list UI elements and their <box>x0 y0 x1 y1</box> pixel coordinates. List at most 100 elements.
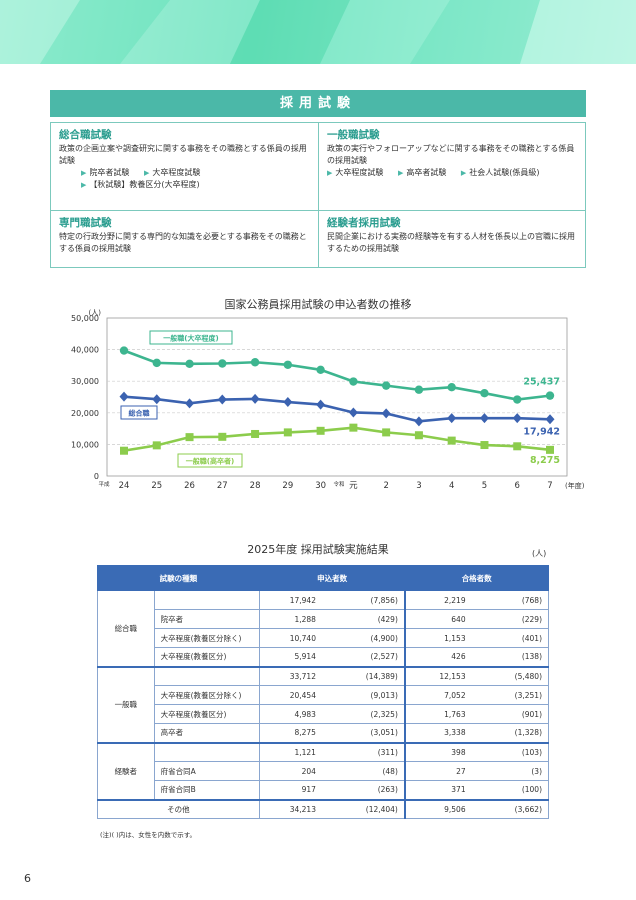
data-point <box>545 391 555 400</box>
series-line <box>123 349 551 401</box>
passers-cell: 9,506 <box>404 799 472 819</box>
end-value-label: 25,437 <box>523 377 560 388</box>
x-tick-label: 6 <box>515 481 520 491</box>
category-cell: 経験者 <box>97 742 155 801</box>
exam-specialist: 専門職試験 特定の行政分野に関する専門的な知識を必要とする事務をその職務とする係… <box>51 211 319 267</box>
series-name-label: 一般職(高卒者) <box>186 457 234 466</box>
y-tick-label: 40,000 <box>71 346 99 355</box>
triangle-icon: ▶ <box>81 169 87 177</box>
exam-sub-item: 高卒者試験 <box>406 168 447 177</box>
applicants-cell: 204 <box>258 761 322 781</box>
page-number: 6 <box>24 872 31 885</box>
passers-women-cell: (768) <box>471 590 549 610</box>
exam-desc: 特定の行政分野に関する専門的な知識を必要とする事務をその職務とする係員の採用試験 <box>59 232 307 253</box>
table-title: 2025年度 採用試験実施結果 <box>247 543 389 556</box>
table-row: 院卒者 1,288 (429) 640 (229) <box>98 609 549 629</box>
x-tick-label: 5 <box>482 481 487 491</box>
passers-cell: 1,153 <box>404 628 472 648</box>
category-cell: 総合職 <box>97 590 155 668</box>
series-name-box <box>177 453 243 468</box>
exam-subs: ▶ 大卒程度試験 ▶ 高卒者試験 ▶ 社会人試験(係員級) <box>327 167 577 179</box>
data-point <box>119 346 129 355</box>
data-point <box>250 358 260 367</box>
data-point <box>120 446 128 455</box>
passers-women-cell: (100) <box>471 780 549 801</box>
passers-cell: 640 <box>404 609 472 629</box>
applicants-cell: 17,942 <box>258 590 322 610</box>
applicants-cell: 1,121 <box>258 742 322 762</box>
x-tick-label: 28 <box>250 481 261 491</box>
data-point <box>152 441 161 450</box>
exam-desc: 民間企業における実務の経験等を有する人材を係長以上の官職に採用するための採用試験 <box>327 232 575 253</box>
x-tick-label: 24 <box>119 481 130 491</box>
series-name-label: 総合職 <box>129 409 150 418</box>
subcategory-cell: 府省合同B <box>153 780 260 801</box>
data-point <box>251 429 260 438</box>
data-point <box>316 399 326 410</box>
x-tick-label: 2 <box>383 481 388 491</box>
subcategory-cell: 大卒程度(教養区分除く) <box>153 628 260 648</box>
data-point <box>447 413 457 424</box>
top-banner <box>0 0 636 64</box>
data-point <box>447 383 456 392</box>
era-label-reiwa: 令和 <box>333 480 344 488</box>
data-point <box>513 442 522 451</box>
data-point <box>119 391 129 402</box>
passers-women-cell: (401) <box>471 628 549 648</box>
header-exam-type: 試験の種類 <box>97 565 260 591</box>
table-row: 大卒程度(教養区分) 5,914 (2,527) 426 (138) <box>98 647 549 668</box>
subcategory-cell <box>153 666 260 686</box>
passers-cell: 371 <box>404 780 472 801</box>
data-point <box>545 414 555 425</box>
x-tick-label: 3 <box>416 481 421 491</box>
x-tick-label: 29 <box>282 481 293 491</box>
applicants-women-cell: (48) <box>321 761 406 781</box>
data-point <box>513 395 522 404</box>
passers-women-cell: (3,662) <box>471 799 549 819</box>
applicants-women-cell: (7,856) <box>321 590 406 610</box>
series-name-box <box>120 405 158 420</box>
data-point <box>349 423 358 432</box>
subcategory-cell: 大卒程度(教養区分) <box>153 704 260 724</box>
data-point <box>546 445 554 454</box>
passers-cell: 2,219 <box>404 590 472 610</box>
subcategory-cell <box>153 590 260 610</box>
data-point <box>349 377 358 386</box>
subcategory-cell: 院卒者 <box>153 609 260 629</box>
exam-sub-item: 社会人試験(係員級) <box>469 168 540 177</box>
table-row: 大卒程度(教養区分除く) 10,740 (4,900) 1,153 (401) <box>98 628 549 648</box>
passers-cell: 27 <box>404 761 472 781</box>
applicants-cell: 4,983 <box>258 704 322 724</box>
table-row: 高卒者 8,275 (3,051) 3,338 (1,328) <box>98 723 549 744</box>
passers-women-cell: (901) <box>471 704 549 724</box>
data-point <box>447 436 456 445</box>
table-row: 府省合同A 204 (48) 27 (3) <box>98 761 549 781</box>
x-axis-unit: (年度) <box>565 481 585 490</box>
data-point <box>414 431 423 440</box>
table-row: 経験者 1,121 (311) 398 (103) <box>97 742 549 801</box>
applicants-women-cell: (12,404) <box>321 799 406 819</box>
exam-grid: 総合職試験 政策の企画立案や調査研究に関する事務をその職務とする係員の採用試験 … <box>50 122 586 268</box>
passers-women-cell: (229) <box>471 609 549 629</box>
data-point <box>316 365 325 375</box>
exam-sub-item: 大卒程度試験 <box>152 168 201 177</box>
data-point <box>382 428 391 437</box>
exam-sub-item: 大卒程度試験 <box>335 168 384 177</box>
data-point <box>185 433 194 442</box>
subcategory-cell: 府省合同A <box>153 761 260 781</box>
passers-cell: 426 <box>404 647 472 668</box>
data-point <box>152 394 162 405</box>
passers-cell: 12,153 <box>404 666 472 686</box>
exam-subs: ▶ 院卒者試験 ▶ 大卒程度試験 <box>59 167 310 179</box>
chart-title: 国家公務員採用試験の申込者数の推移 <box>224 298 412 311</box>
data-point <box>414 416 424 427</box>
passers-cell: 398 <box>404 742 472 762</box>
applicants-cell: 5,914 <box>258 647 322 668</box>
subcategory-cell: 大卒程度(教養区分除く) <box>153 685 260 705</box>
table-row-other: その他 34,213 (12,404) 9,506 (3,662) <box>97 799 549 819</box>
passers-cell: 7,052 <box>404 685 472 705</box>
table-row: 大卒程度(教養区分) 4,983 (2,325) 1,763 (901) <box>98 704 549 724</box>
subcategory-cell: 高卒者 <box>153 723 260 744</box>
category-cell: その他 <box>97 799 260 819</box>
applicants-cell: 33,712 <box>258 666 322 686</box>
